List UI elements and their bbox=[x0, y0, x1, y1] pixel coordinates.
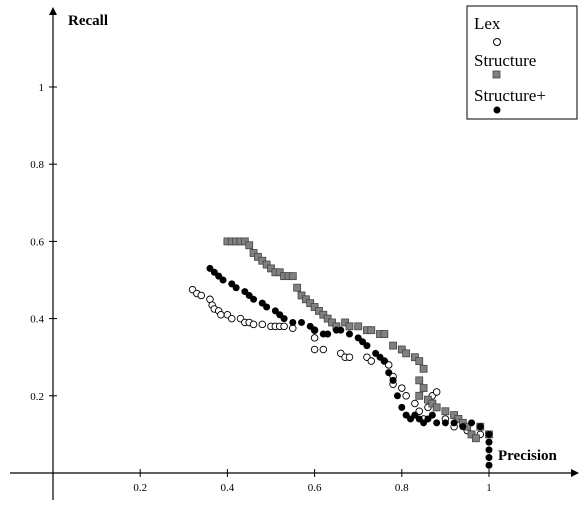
x-tick-label: 1 bbox=[486, 482, 492, 494]
y-tick-label: 0.8 bbox=[30, 159, 44, 171]
x-axis-arrow bbox=[571, 469, 579, 477]
data-point-structure bbox=[380, 330, 389, 338]
data-point-lex bbox=[217, 310, 225, 319]
data-point-structure-plus bbox=[485, 430, 493, 438]
data-point-structure-plus bbox=[363, 342, 371, 350]
legend-label-structure: Structure bbox=[474, 51, 536, 70]
data-point-lex bbox=[345, 353, 354, 361]
data-point-structure bbox=[441, 407, 450, 416]
data-point-lex bbox=[367, 357, 376, 365]
legend-label-structure-plus: Structure+ bbox=[474, 86, 546, 105]
legend-marker-structure-plus bbox=[493, 106, 501, 114]
data-point-structure bbox=[367, 326, 376, 335]
data-point-structure bbox=[415, 391, 424, 400]
data-point-lex bbox=[402, 392, 410, 400]
data-point-structure bbox=[293, 283, 302, 292]
data-point-structure bbox=[245, 241, 254, 250]
data-point-structure-plus bbox=[450, 419, 458, 427]
data-point-structure-plus bbox=[468, 419, 476, 427]
data-point-structure-plus bbox=[476, 423, 484, 431]
data-point-lex bbox=[310, 345, 319, 354]
data-point-lex bbox=[398, 384, 406, 392]
data-point-lex bbox=[258, 320, 267, 329]
data-point-structure-plus bbox=[485, 438, 493, 446]
data-point-lex bbox=[280, 322, 288, 331]
ticks: 0.2 0.4 0.6 0.8 1 0.2 0.4 0.6 0.8 1 bbox=[30, 82, 492, 494]
data-point-structure bbox=[472, 434, 480, 443]
data-point-structure-plus bbox=[428, 411, 436, 419]
legend-label-lex: Lex bbox=[474, 14, 501, 33]
data-point-structure bbox=[402, 349, 411, 358]
data-point-structure bbox=[354, 322, 363, 331]
data-point-structure-plus bbox=[337, 326, 345, 334]
data-point-structure-plus bbox=[485, 461, 493, 469]
data-point-structure-plus bbox=[263, 303, 271, 311]
data-point-lex bbox=[411, 399, 419, 408]
data-point-lex bbox=[197, 291, 205, 300]
data-marks bbox=[188, 237, 493, 469]
data-point-structure-plus bbox=[311, 326, 319, 334]
data-point-structure bbox=[415, 357, 424, 365]
y-axis-arrow bbox=[49, 7, 57, 15]
y-axis-title: Recall bbox=[68, 13, 108, 29]
data-point-lex bbox=[432, 388, 441, 396]
data-point-structure bbox=[345, 322, 354, 331]
data-point-structure bbox=[432, 403, 441, 412]
x-tick-label: 0.8 bbox=[395, 482, 409, 494]
data-point-structure-plus bbox=[459, 423, 467, 431]
data-point-lex bbox=[310, 334, 319, 342]
x-tick-label: 0.4 bbox=[221, 482, 235, 494]
data-point-structure-plus bbox=[345, 330, 353, 338]
data-point-structure-plus bbox=[385, 369, 393, 377]
x-axis-title: Precision bbox=[498, 448, 558, 464]
y-tick-label: 0.6 bbox=[30, 236, 44, 248]
data-point-structure-plus bbox=[398, 403, 406, 411]
data-point-structure-plus bbox=[324, 330, 332, 338]
data-point-structure-plus bbox=[289, 318, 297, 326]
data-point-structure-plus bbox=[485, 454, 493, 462]
data-point-structure bbox=[419, 364, 428, 373]
y-tick-label: 0.2 bbox=[30, 391, 44, 403]
data-point-structure bbox=[288, 272, 297, 281]
data-point-structure-plus bbox=[393, 392, 401, 400]
data-point-lex bbox=[249, 320, 258, 329]
legend: Lex Structure Structure+ bbox=[466, 5, 578, 120]
data-point-structure-plus bbox=[280, 315, 288, 323]
legend-marker-lex bbox=[493, 38, 501, 46]
data-point-structure-plus bbox=[441, 419, 449, 427]
data-point-lex bbox=[228, 314, 236, 323]
x-tick-label: 0.2 bbox=[133, 482, 147, 494]
data-point-structure-plus bbox=[298, 318, 306, 326]
axes: Recall Precision bbox=[10, 7, 579, 500]
legend-box bbox=[466, 5, 578, 120]
data-point-lex bbox=[319, 345, 328, 354]
data-point-structure-plus bbox=[250, 295, 258, 303]
data-point-structure-plus bbox=[433, 419, 441, 427]
data-point-structure-plus bbox=[232, 284, 240, 292]
data-point-structure-plus bbox=[485, 446, 493, 454]
data-point-structure bbox=[389, 341, 397, 350]
data-point-structure bbox=[415, 376, 424, 385]
data-point-structure-plus bbox=[380, 357, 388, 365]
data-point-structure-plus bbox=[219, 276, 227, 284]
y-tick-label: 0.4 bbox=[30, 314, 44, 326]
y-tick-label: 1 bbox=[39, 82, 45, 94]
x-tick-label: 0.6 bbox=[308, 482, 322, 494]
data-point-structure-plus bbox=[389, 376, 397, 384]
data-point-structure bbox=[419, 384, 428, 392]
legend-marker-structure bbox=[492, 70, 501, 79]
